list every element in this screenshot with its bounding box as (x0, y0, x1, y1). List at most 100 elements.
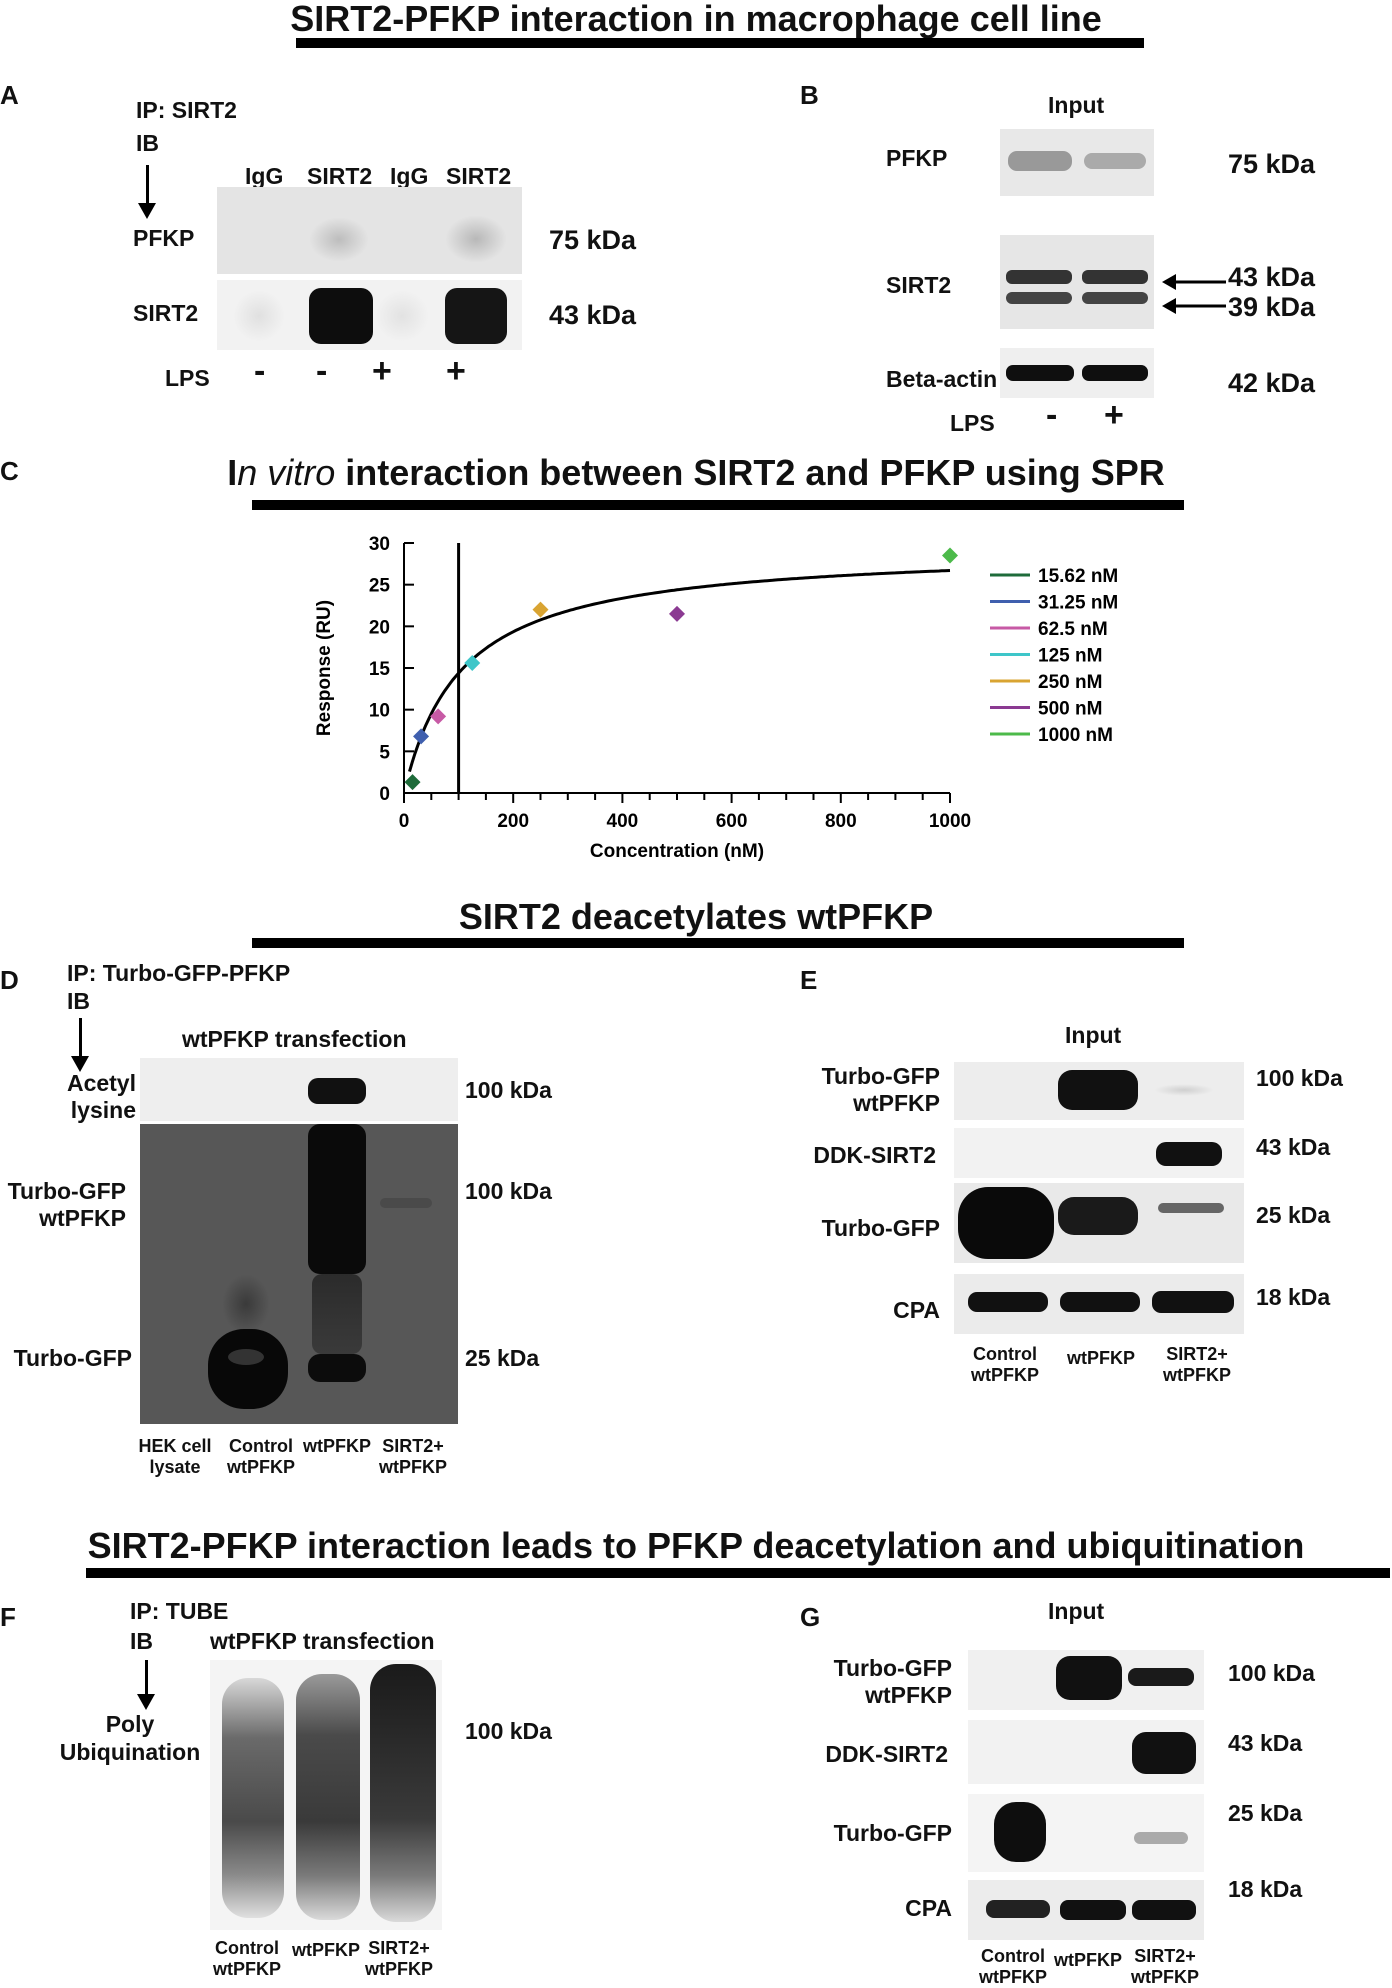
band (986, 1900, 1050, 1918)
lane-label: wtPFKP (302, 1436, 371, 1456)
spr-chart: 0 5 10 15 20 25 30 0 200 400 600 800 1000 Response (… (314, 534, 1118, 862)
down-arrow-icon (137, 1660, 155, 1710)
band (1082, 365, 1148, 381)
kda-label: 43 kDa (1228, 1730, 1303, 1756)
band (1006, 292, 1072, 304)
band (994, 1802, 1046, 1862)
data-point (942, 547, 958, 564)
band (370, 1664, 436, 1922)
lane-label: IgG (390, 163, 429, 189)
legend-label: 500 nM (1038, 699, 1102, 720)
row-label-turbo-gfp-wtpfkp: Turbo-GFP wtPFKP (833, 1655, 952, 1708)
band (208, 1329, 288, 1409)
band (1060, 1900, 1126, 1920)
panel-label-e: E (800, 965, 818, 995)
y-tick-label: 15 (369, 659, 391, 680)
lane-label: Control wtPFKP (978, 1946, 1047, 1987)
kda-label: 25 kDa (1256, 1202, 1331, 1228)
band (308, 1124, 366, 1274)
band (1058, 1197, 1138, 1235)
lane-label: SIRT2+ wtPFKP (364, 1938, 433, 1979)
plus-sign: + (1104, 396, 1124, 434)
lane-label: Control wtPFKP (226, 1436, 295, 1477)
band (222, 1274, 270, 1334)
band (222, 1678, 284, 1918)
down-arrow-icon (138, 165, 156, 219)
row-label-turbo-gfp: Turbo-GFP (821, 1215, 940, 1241)
lane-label: Control wtPFKP (212, 1938, 281, 1979)
input-header: Input (1048, 1598, 1105, 1624)
x-tick-label: 1000 (929, 811, 971, 832)
panel-label-a: A (0, 80, 19, 110)
lps-label: LPS (950, 410, 995, 436)
row-label-sirt2: SIRT2 (886, 272, 952, 298)
plus-sign: + (372, 352, 392, 390)
band (309, 288, 373, 344)
row-label-cpa: CPA (905, 1895, 952, 1921)
lane-label: SIRT2+ wtPFKP (1130, 1946, 1199, 1987)
band (1082, 292, 1148, 304)
panel-label-d: D (0, 965, 19, 995)
kda-label: 43 kDa (1228, 262, 1316, 292)
panel-label-c: C (0, 456, 19, 486)
row-label-acetyl-lysine: Acetyl lysine (66, 1070, 136, 1123)
legend-label: 1000 nM (1038, 725, 1113, 746)
legend-label: 250 nM (1038, 672, 1102, 693)
kda-label: 100 kDa (465, 1178, 552, 1204)
blot-d-main (140, 1124, 458, 1424)
blot-a-sirt2 (217, 280, 522, 350)
row-label-poly-ubiquination: Poly Ubiquination (59, 1711, 201, 1765)
y-tick-label: 20 (369, 617, 390, 638)
band (1056, 1656, 1122, 1700)
section-title-ubiquitination: SIRT2-PFKP interaction leads to PFKP dea… (87, 1525, 1305, 1566)
band (1006, 365, 1074, 381)
band (308, 1078, 366, 1104)
ip-label: IP: SIRT2 (136, 97, 237, 123)
row-label-cpa: CPA (893, 1297, 940, 1323)
lane-label: wtPFKP (1053, 1950, 1122, 1970)
row-label-pfkp: PFKP (886, 145, 948, 171)
row-label-turbo-gfp-wtpfkp: Turbo-GFP wtPFKP (821, 1063, 940, 1116)
band (1128, 1668, 1194, 1686)
band (958, 1187, 1054, 1259)
ib-label: IB (136, 130, 159, 156)
band (1134, 1832, 1188, 1844)
x-tick-label: 600 (716, 811, 748, 832)
band (1132, 1900, 1196, 1920)
minus-sign: - (254, 352, 266, 390)
band (375, 290, 429, 342)
band (1132, 1732, 1196, 1774)
lane-label: SIRT2 (446, 163, 512, 189)
kda-label: 39 kDa (1228, 292, 1316, 322)
input-header: Input (1065, 1022, 1122, 1048)
band (1058, 1070, 1138, 1110)
band (968, 1292, 1048, 1312)
plus-sign: + (446, 352, 466, 390)
data-point (404, 774, 421, 791)
y-axis-label: Response (RU) (314, 600, 335, 736)
section-title-macrophage: SIRT2-PFKP interaction in macrophage cel… (290, 0, 1102, 39)
kda-label: 25 kDa (465, 1345, 540, 1371)
y-tick-label: 5 (379, 742, 390, 763)
kda-label: 100 kDa (465, 1718, 552, 1744)
legend-label: 15.62 nM (1038, 566, 1118, 587)
x-tick-label: 200 (497, 811, 529, 832)
blot-b-pfkp (1000, 129, 1154, 196)
lps-label: LPS (165, 365, 210, 391)
x-axis-label: Concentration (nM) (590, 841, 764, 862)
band (445, 215, 507, 263)
data-point (532, 601, 549, 618)
kda-label: 43 kDa (549, 300, 637, 330)
band (1006, 270, 1072, 284)
panel-label-f: F (0, 1602, 16, 1632)
blot-b-beta-actin (1000, 348, 1154, 398)
y-tick-label: 25 (369, 576, 391, 597)
y-tick-label: 0 (379, 784, 390, 805)
band (380, 1198, 432, 1208)
title-rule (296, 38, 1144, 48)
band (1084, 153, 1146, 169)
legend-label: 62.5 nM (1038, 619, 1108, 640)
band (233, 290, 285, 342)
transfection-header: wtPFKP transfection (210, 1628, 435, 1654)
blot-e-cpa (954, 1274, 1244, 1334)
